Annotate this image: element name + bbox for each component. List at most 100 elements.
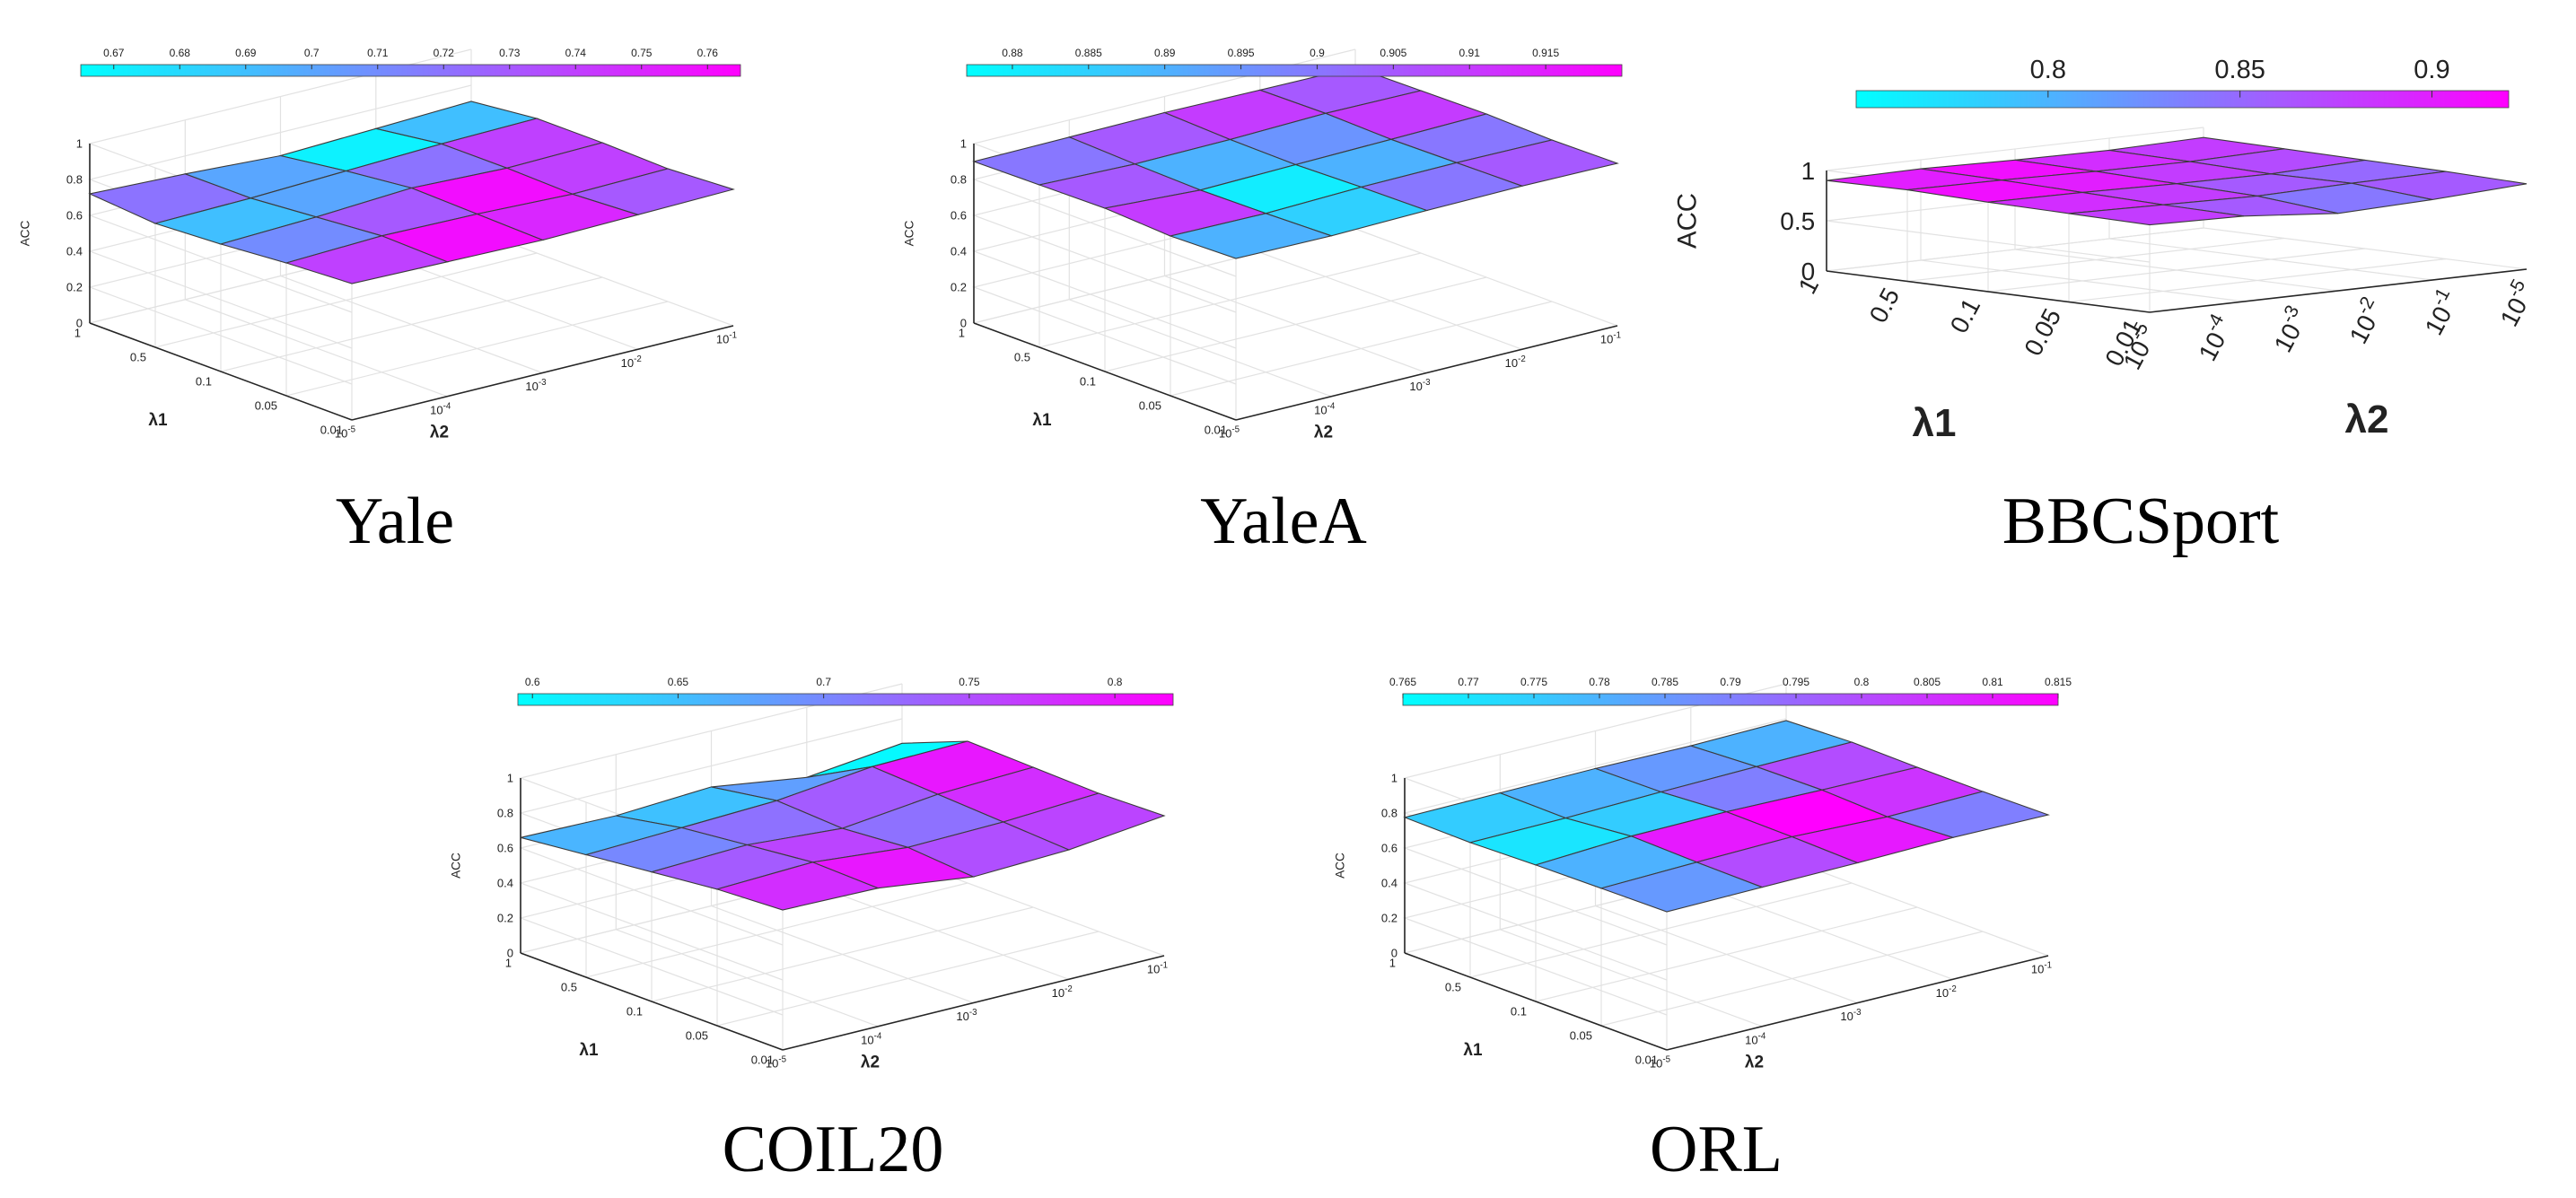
coil20-colorbar-tick: 0.65: [668, 676, 689, 688]
yalea-x-tick: 0.1: [1080, 375, 1096, 389]
yale-y-label: λ2: [430, 424, 449, 442]
bbcsport-y-label: λ2: [2345, 398, 2389, 442]
coil20-surface-cell: [715, 861, 881, 911]
yalea-surface: [972, 66, 1619, 259]
yalea-z-tick: 0.2: [951, 281, 967, 294]
bbcsport-z-tick: 0.5: [1780, 207, 1815, 235]
yale-colorbar-tick: 0.68: [170, 47, 191, 59]
yale-z-tick: 0.4: [66, 245, 83, 258]
orl-y-axis: [1666, 955, 2049, 1051]
yalea-z-tick: 1: [960, 137, 967, 151]
yale-colorbar-tick: 0.74: [565, 47, 587, 59]
panel-orl: 00.20.40.60.81ACC10.50.10.050.0110-510-4…: [1333, 676, 2072, 1186]
yale-x-tick: 0.01: [320, 424, 343, 437]
coil20-z-tick: 0: [507, 947, 513, 960]
bbcsport-colorbar: [1855, 90, 2510, 109]
coil20-z-tick: 1: [507, 772, 513, 785]
bbcsport-y-tick: 10-5: [2491, 276, 2541, 331]
orl-colorbar-tick: 0.81: [1982, 676, 2003, 688]
orl-x-axis: [1404, 952, 1668, 1051]
bbcsport-colorbar-tick: 0.8: [2030, 56, 2066, 84]
coil20-x-tick: 1: [505, 957, 512, 970]
bbcsport-x-tick: 0.05: [2019, 304, 2066, 361]
orl-y-tick: 10-5: [1650, 1055, 1671, 1071]
coil20-y-axis: [782, 955, 1165, 1051]
bbcsport-surface: [1826, 136, 2528, 226]
bbcsport-x-axis: [1826, 270, 2151, 313]
orl-z-tick: 0.6: [1381, 842, 1398, 855]
yale-z-tick: 0: [76, 317, 83, 330]
orl-y-tick: 10-1: [2031, 961, 2052, 976]
yale-y-tick: 10-1: [716, 331, 737, 346]
yalea-colorbar: [966, 64, 1623, 77]
coil20-caption: COIL20: [723, 1113, 944, 1186]
yalea-z-tick: 0.8: [951, 173, 967, 187]
yale-x-axis: [89, 322, 353, 421]
yale-x-tick: 0.1: [196, 375, 212, 389]
coil20-z-label: ACC: [449, 853, 462, 879]
bbcsport-z-tick: 0: [1801, 258, 1816, 285]
coil20-colorbar-tick: 0.7: [816, 676, 831, 688]
orl-x-tick: 0.01: [1635, 1054, 1658, 1067]
yalea-colorbar-tick: 0.895: [1228, 47, 1255, 59]
yalea-z-tick: 0: [960, 317, 967, 330]
orl-colorbar-tick: 0.78: [1589, 676, 1610, 688]
yale-y-tick: 10-2: [621, 354, 642, 370]
yalea-colorbar-tick: 0.885: [1075, 47, 1102, 59]
coil20-x-tick: 0.1: [626, 1005, 643, 1019]
coil20-z-tick: 0.4: [497, 877, 513, 890]
yalea-colorbar-tick: 0.9: [1310, 47, 1325, 59]
orl-y-tick: 10-2: [1936, 984, 1957, 1000]
yale-z-tick: 0.2: [66, 281, 83, 294]
bbcsport-ygrid-line: [1920, 160, 2245, 302]
bbcsport-z-tick: 1: [1801, 157, 1816, 185]
yalea-z-tick: 0.6: [951, 209, 967, 223]
bbcsport-x-tick: 0.1: [1945, 293, 1986, 337]
coil20-y-tick: 10-4: [861, 1031, 882, 1046]
yalea-y-tick: 10-2: [1505, 354, 1526, 370]
yale-colorbar-tick: 0.71: [367, 47, 389, 59]
orl-caption: ORL: [1650, 1113, 1783, 1186]
yalea-x-label: λ1: [1032, 411, 1052, 430]
bbcsport-z-label: ACC: [1672, 193, 1702, 249]
orl-x-tick: 0.1: [1511, 1005, 1527, 1019]
bbcsport-y-tick: 10-2: [2340, 293, 2390, 348]
yale-colorbar-tick: 0.73: [499, 47, 521, 59]
orl-plot: 00.20.40.60.81ACC10.50.10.050.0110-510-4…: [1333, 676, 2072, 1072]
bbcsport-x-label: λ1: [1913, 401, 1957, 445]
yalea-y-axis: [1235, 325, 1618, 421]
coil20-y-tick: 10-5: [766, 1055, 787, 1071]
yalea-colorbar-tick: 0.905: [1380, 47, 1406, 59]
coil20-colorbar-tick: 0.8: [1108, 676, 1123, 688]
coil20-surface: [520, 740, 1166, 911]
orl-z-tick: 0.8: [1381, 807, 1398, 820]
coil20-y-label: λ2: [861, 1054, 880, 1072]
yalea-xgrid-line: [1235, 240, 1618, 421]
coil20-colorbar: [517, 693, 1174, 706]
coil20-x-tick: 0.05: [686, 1029, 708, 1043]
yale-y-tick: 10-3: [525, 378, 546, 393]
orl-z-tick: 0: [1391, 947, 1398, 960]
bbcsport-y-tick: 10-1: [2415, 284, 2466, 339]
coil20-z-tick: 0.8: [497, 807, 513, 820]
coil20-z-tick: 0.2: [497, 912, 513, 925]
coil20-y-tick: 10-2: [1052, 984, 1073, 1000]
yalea-x-tick: 1: [959, 327, 965, 340]
orl-colorbar-tick: 0.79: [1720, 676, 1741, 688]
orl-z-tick: 0.2: [1381, 912, 1398, 925]
yalea-colorbar-tick: 0.88: [1002, 47, 1023, 59]
yale-colorbar-tick: 0.67: [103, 47, 125, 59]
yalea-y-tick: 10-3: [1409, 378, 1430, 393]
yale-surface: [88, 101, 735, 284]
yalea-z-tick: 0.4: [951, 245, 967, 258]
yalea-z-label: ACC: [902, 220, 916, 246]
yalea-colorbar-tick: 0.915: [1532, 47, 1559, 59]
orl-surface: [1403, 720, 2050, 913]
bbcsport-colorbar-tick: 0.9: [2414, 56, 2449, 84]
